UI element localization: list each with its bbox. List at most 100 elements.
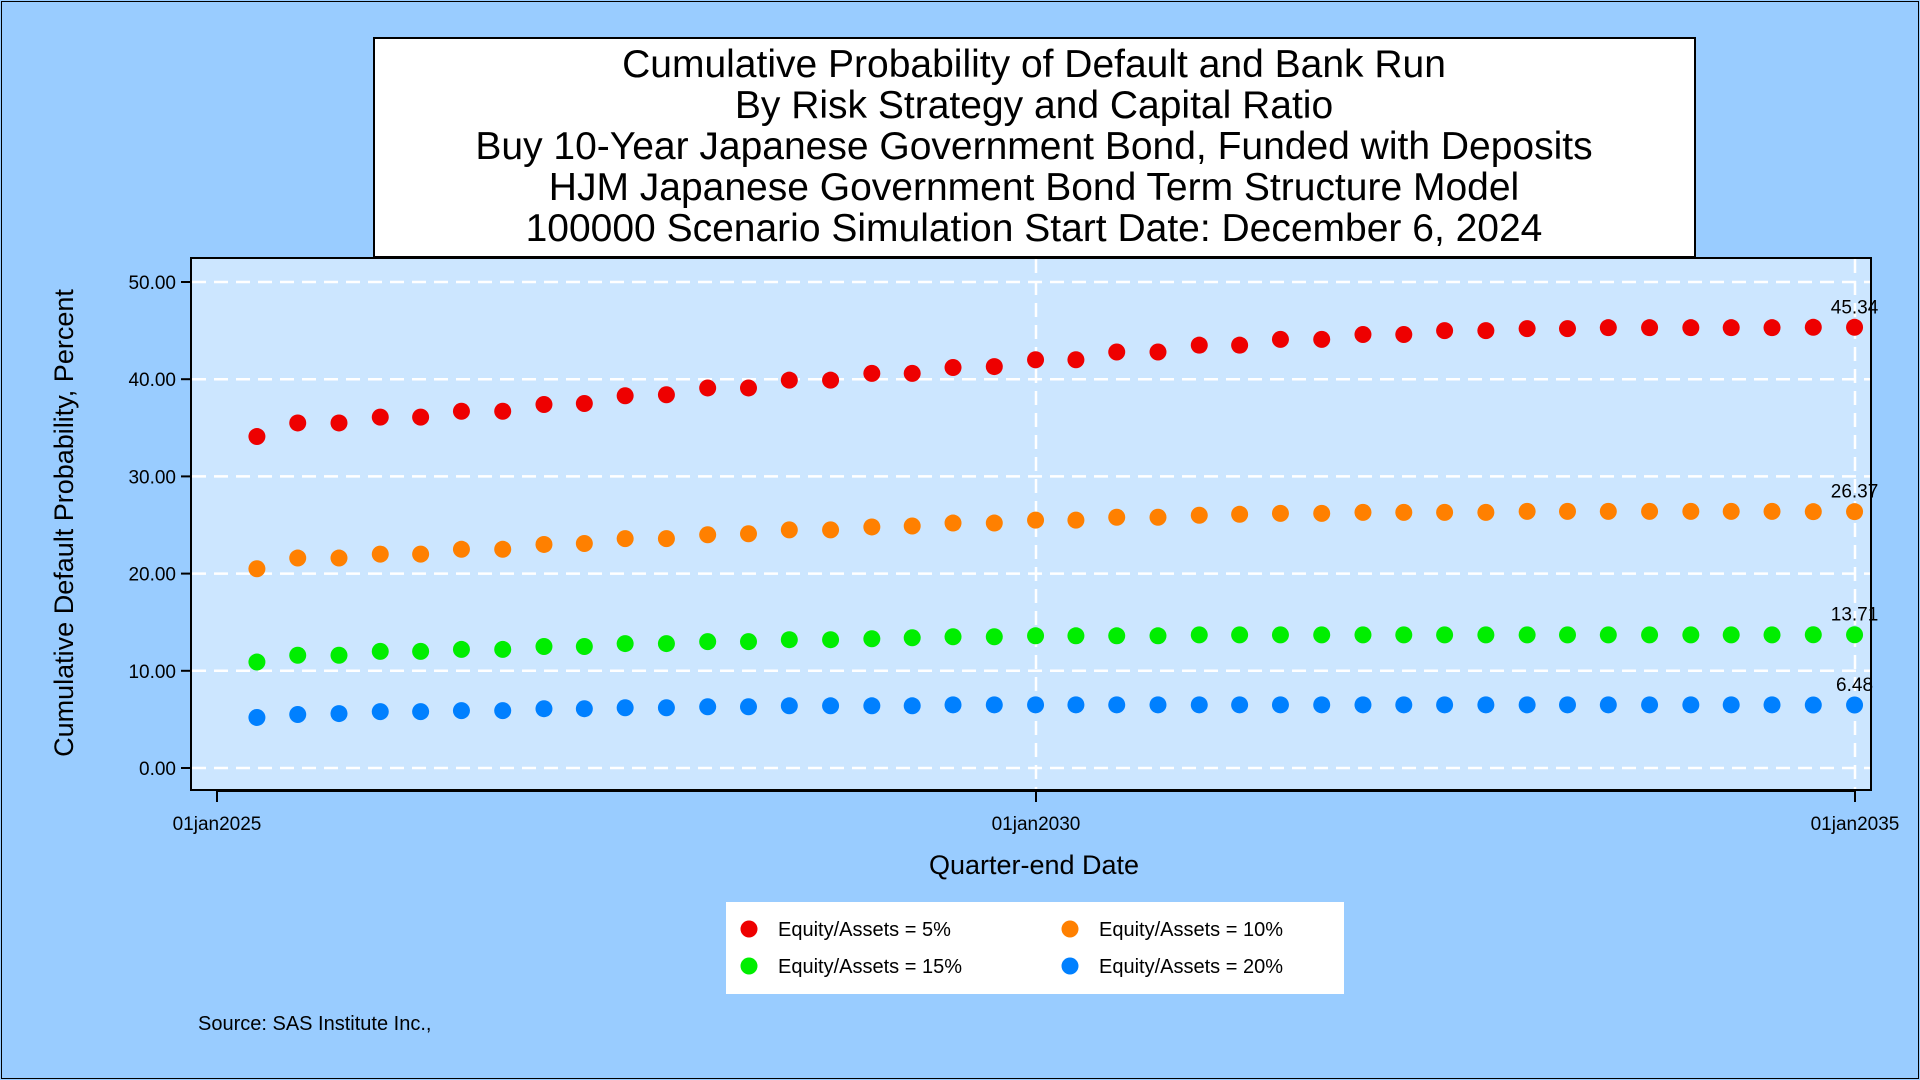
data-point (494, 540, 512, 558)
data-point (412, 408, 430, 426)
chart-title-line-4: HJM Japanese Government Bond Term Struct… (549, 166, 1519, 209)
chart-title-line-3: Buy 10-Year Japanese Government Bond, Fu… (475, 125, 1592, 168)
chart-title-line-2: By Risk Strategy and Capital Ratio (735, 84, 1333, 127)
data-point (1271, 330, 1289, 348)
data-point (1231, 505, 1249, 523)
data-point (575, 700, 593, 718)
data-point (863, 697, 881, 715)
data-point (903, 517, 921, 535)
data-point (371, 703, 389, 721)
data-point (1395, 325, 1413, 343)
data-point (863, 518, 881, 536)
data-point (739, 379, 757, 397)
data-point (1190, 626, 1208, 644)
data-point (985, 628, 1003, 646)
data-point (1436, 696, 1454, 714)
data-point (616, 699, 634, 717)
data-point (1599, 319, 1617, 337)
data-point (1149, 696, 1167, 714)
y-axis-title: Cumulative Default Probability, Percent (49, 289, 79, 757)
data-point (1477, 503, 1495, 521)
data-point (330, 549, 348, 567)
data-point (1027, 351, 1045, 369)
data-point (452, 402, 470, 420)
data-point (1231, 336, 1249, 354)
data-point (739, 698, 757, 716)
data-point (1067, 511, 1085, 529)
data-point (1108, 343, 1126, 361)
data-point (699, 526, 717, 544)
data-point (1558, 626, 1576, 644)
data-point (1763, 696, 1781, 714)
data-point (371, 408, 389, 426)
chart-title-line-5: 100000 Scenario Simulation Start Date: D… (526, 207, 1543, 250)
data-point (330, 705, 348, 723)
y-tick-label: 40.00 (128, 370, 176, 391)
data-point (1518, 696, 1536, 714)
data-point (903, 629, 921, 647)
y-axis: 0.00 10.00 20.00 30.00 40.00 50.00 (128, 273, 191, 780)
data-point (289, 549, 307, 567)
legend-label: Equity/Assets = 10% (1099, 919, 1283, 941)
y-tick-label: 30.00 (128, 467, 176, 488)
data-point (1641, 502, 1659, 520)
data-point (657, 699, 675, 717)
data-point (248, 708, 266, 726)
legend-marker (740, 957, 758, 975)
data-point (1722, 696, 1740, 714)
data-point (1763, 626, 1781, 644)
data-point (1271, 696, 1289, 714)
data-point (1558, 502, 1576, 520)
data-point (944, 696, 962, 714)
data-point (903, 364, 921, 382)
data-point (1231, 696, 1249, 714)
data-point (1558, 696, 1576, 714)
x-tick-label: 01jan2035 (1811, 814, 1900, 835)
data-point (1149, 343, 1167, 361)
data-points (248, 318, 1864, 726)
data-point (616, 635, 634, 653)
data-point (1027, 627, 1045, 645)
data-point (1190, 336, 1208, 354)
data-point (371, 642, 389, 660)
end-data-label: 13.71 (1831, 605, 1879, 626)
x-axis-title: Quarter-end Date (929, 850, 1139, 880)
x-tick-label: 01jan2025 (173, 814, 262, 835)
data-point (1067, 627, 1085, 645)
data-point (494, 702, 512, 720)
data-point (1477, 696, 1495, 714)
data-point (1641, 626, 1659, 644)
data-point (575, 395, 593, 412)
data-point (699, 379, 717, 397)
data-point (535, 535, 553, 553)
end-data-label: 26.37 (1831, 482, 1879, 503)
data-point (863, 630, 881, 648)
data-point (1313, 330, 1331, 348)
y-tick-label: 50.00 (128, 273, 176, 294)
data-point (822, 521, 840, 539)
data-point (1313, 696, 1331, 714)
data-point (412, 703, 430, 721)
data-point (1722, 502, 1740, 520)
data-point (494, 402, 512, 420)
legend: Equity/Assets = 5% Equity/Assets = 10% Equ… (740, 919, 1283, 978)
data-point (1436, 626, 1454, 644)
data-point (1682, 319, 1700, 337)
data-point (1313, 626, 1331, 644)
data-point (1149, 627, 1167, 645)
legend-marker (1061, 920, 1079, 938)
data-point (494, 640, 512, 658)
x-tick-label: 01jan2030 (992, 814, 1081, 835)
source-note: Source: SAS Institute Inc., (198, 1013, 431, 1035)
data-point (1846, 318, 1864, 336)
data-point (780, 371, 798, 389)
data-point (1271, 504, 1289, 522)
data-point (657, 635, 675, 653)
data-point (1518, 626, 1536, 644)
data-point (330, 414, 348, 432)
data-point (1027, 511, 1045, 529)
data-point (822, 631, 840, 649)
data-point (1599, 502, 1617, 520)
data-point (1231, 626, 1249, 644)
data-point (657, 386, 675, 404)
